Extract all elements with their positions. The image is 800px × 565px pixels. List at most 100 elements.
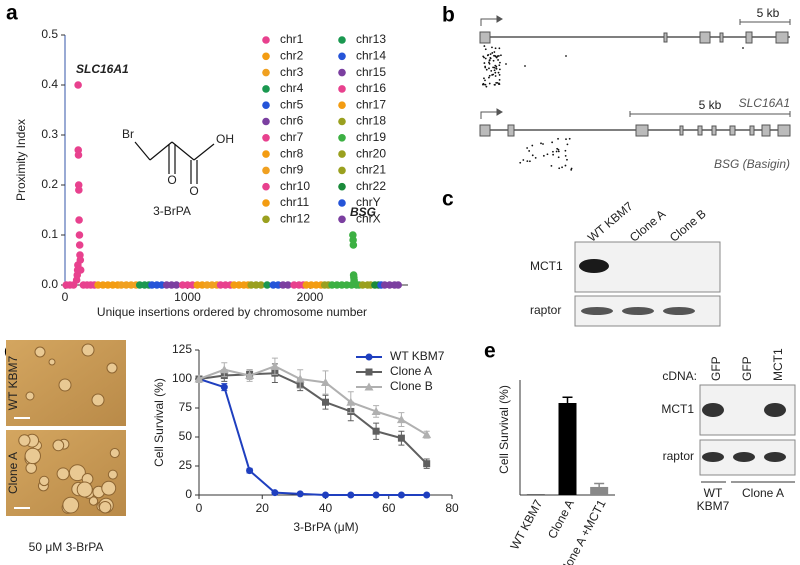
cells (18, 343, 120, 514)
insertion-dot (497, 71, 500, 74)
point (75, 216, 83, 224)
legend-marker (364, 382, 374, 391)
x-tick-label: WT KBM7 (507, 497, 545, 552)
error-bar (594, 482, 605, 487)
insertion-dot (483, 77, 485, 80)
x-tick-label: 80 (445, 501, 459, 515)
insertion-dot (551, 141, 554, 144)
insertion-dot (488, 82, 491, 85)
insertion-dot (488, 67, 490, 70)
blot (574, 241, 721, 327)
cell (25, 391, 35, 401)
insertion-dots (482, 45, 744, 171)
image-caption: 50 μM 3-BrPA (29, 540, 104, 554)
insertion-dot (557, 150, 560, 153)
gene-models (479, 15, 791, 137)
cell (58, 378, 72, 392)
insertion-dot (492, 73, 495, 76)
x-tick-label: 0 (196, 501, 203, 515)
legend-label: chr15 (356, 65, 386, 79)
point (75, 231, 84, 239)
point (284, 281, 292, 289)
point (245, 371, 255, 380)
cell (91, 393, 105, 407)
blot (699, 384, 796, 483)
legend-marker (338, 182, 346, 191)
legend-label: chr19 (356, 130, 386, 144)
insertion-dot (557, 148, 560, 151)
insertion-dot (484, 57, 487, 60)
legend-label: chr16 (356, 81, 386, 95)
panel-label: c (442, 188, 454, 211)
insertion-dot (524, 65, 526, 67)
insertion-dot (566, 158, 568, 161)
cell (18, 434, 31, 447)
cell (52, 439, 65, 452)
y-tick-label: 0.5 (41, 27, 58, 41)
insertion-dot (495, 56, 498, 59)
x-tick-label: Clone A (545, 497, 577, 541)
insertion-dot (570, 168, 573, 171)
insertion-dot (557, 137, 559, 140)
insertion-dot (564, 149, 567, 152)
insertion-dot (486, 54, 489, 57)
insertion-dot (565, 138, 567, 141)
legend-marker (262, 166, 270, 175)
point (372, 427, 380, 435)
insertion-dot (488, 59, 491, 62)
y-tick-label: 25 (179, 458, 193, 472)
y-axis-label: Cell Survival (%) (497, 385, 511, 474)
y-tick-label: 75 (179, 400, 193, 414)
insertion-dot (498, 68, 501, 71)
cell (101, 480, 117, 496)
cell (24, 447, 41, 465)
legend-marker (338, 101, 346, 109)
bar (558, 403, 577, 495)
legend-label: chr1 (280, 32, 304, 46)
point (423, 491, 431, 499)
legend-marker (262, 182, 270, 191)
legend-marker (262, 52, 270, 61)
insertion-dot (526, 147, 529, 149)
insertion-dot (498, 47, 501, 50)
insertion-dot (550, 165, 553, 167)
legend-marker (262, 215, 270, 224)
legend-marker (262, 199, 270, 207)
insertion-dot (488, 61, 490, 64)
x-tick-label: 2000 (297, 290, 324, 304)
point (75, 186, 83, 194)
legend-label: chr5 (280, 97, 304, 111)
insertion-dot (531, 144, 534, 147)
point (76, 256, 85, 264)
gene-name: SLC16A1 (739, 96, 790, 110)
insertion-dot (493, 66, 496, 69)
annotation: SLC16A1 (76, 62, 129, 76)
y-tick-label: 100 (172, 371, 192, 385)
point (263, 281, 271, 289)
legend-label: chr3 (280, 65, 304, 79)
legend-label: Clone B (390, 379, 433, 393)
legend-marker (338, 52, 346, 61)
lane-label: Clone B (667, 207, 709, 245)
insertion-dot (494, 71, 497, 74)
legend-label: chr2 (280, 48, 304, 62)
legend-label: chr7 (280, 130, 304, 144)
insertion-dot (489, 53, 492, 56)
scale-label: 5 kb (757, 6, 780, 20)
insertion-dot (561, 166, 563, 169)
group-label: Clone A (742, 486, 784, 500)
cell (106, 362, 118, 374)
insertion-dot (490, 70, 493, 72)
insertion-dot (495, 67, 498, 70)
legend-marker (262, 117, 270, 126)
error-bar (562, 396, 573, 403)
legend-label: chr6 (280, 114, 304, 128)
point (74, 151, 83, 159)
panel-label: a (6, 2, 18, 25)
legend-marker (338, 166, 346, 175)
x-tick-label: 0 (62, 290, 69, 304)
insertion-dot (542, 154, 545, 157)
legend-label: Clone A (390, 364, 432, 378)
insertion-dot (552, 150, 554, 153)
